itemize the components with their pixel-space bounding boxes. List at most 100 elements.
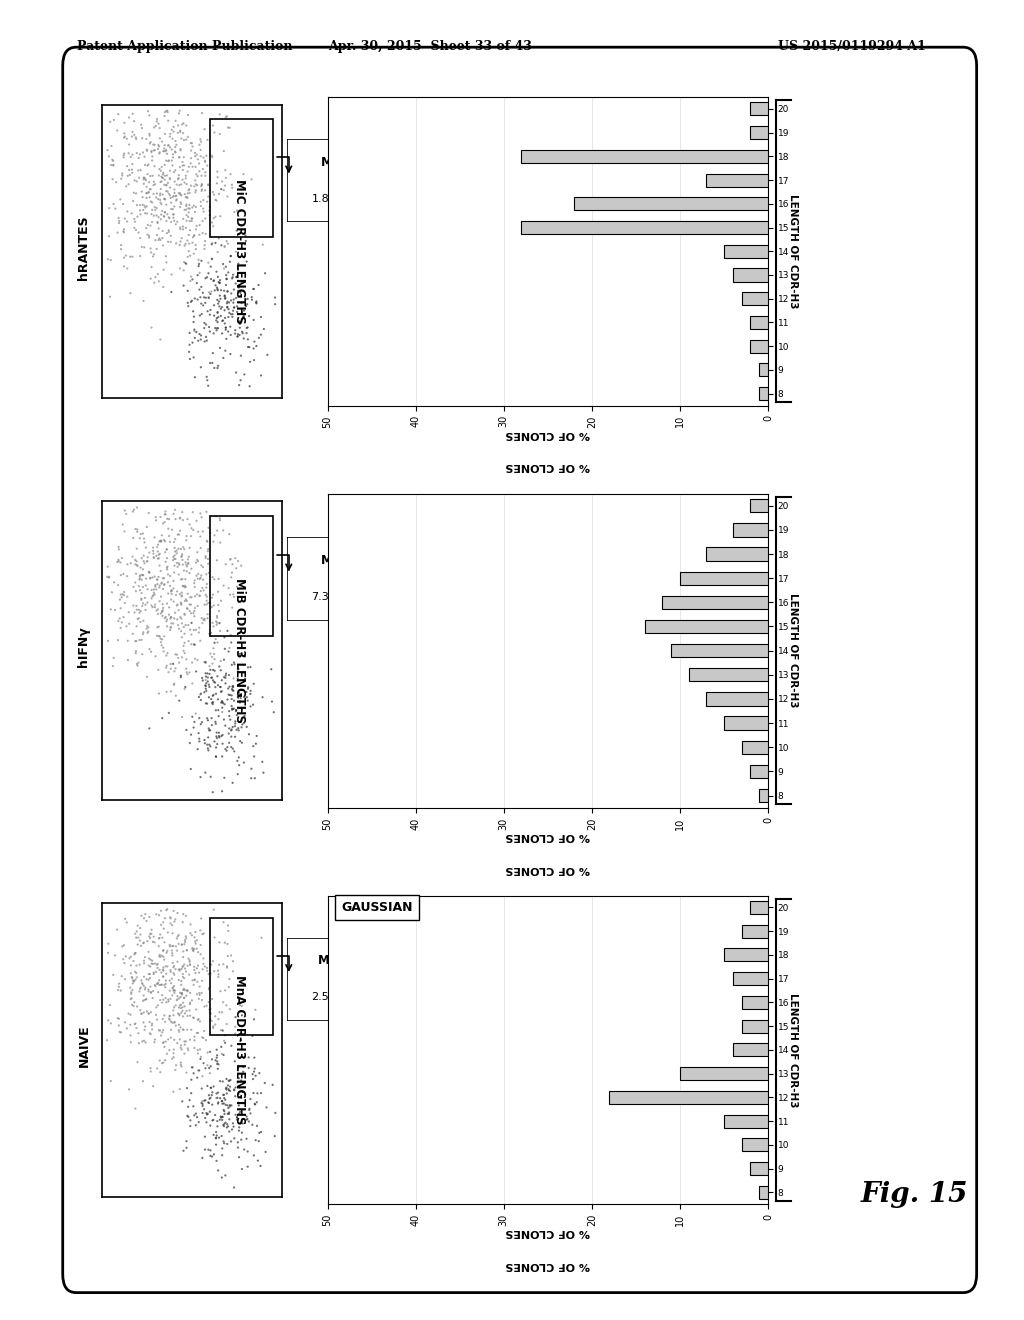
- Point: [201, 1093, 217, 1114]
- Point: [181, 234, 198, 255]
- Point: [241, 723, 257, 744]
- Point: [193, 140, 209, 161]
- Point: [138, 187, 155, 209]
- Point: [210, 318, 226, 339]
- Point: [155, 638, 171, 659]
- Point: [247, 768, 263, 789]
- Point: [232, 684, 249, 705]
- Point: [238, 231, 254, 252]
- Point: [184, 706, 201, 727]
- Point: [189, 1106, 206, 1127]
- Point: [175, 993, 191, 1014]
- Point: [194, 174, 210, 195]
- Point: [199, 1102, 215, 1123]
- Point: [178, 1138, 195, 1159]
- Point: [168, 186, 184, 207]
- Point: [202, 659, 218, 680]
- Point: [209, 1053, 225, 1074]
- Point: [176, 1031, 193, 1052]
- Point: [216, 285, 232, 306]
- Point: [209, 318, 225, 339]
- Point: [142, 956, 159, 977]
- Point: [159, 539, 175, 560]
- Point: [208, 506, 224, 527]
- Point: [198, 223, 214, 244]
- Point: [249, 726, 265, 747]
- Point: [156, 206, 172, 227]
- Point: [207, 1014, 223, 1035]
- Point: [191, 585, 208, 606]
- Point: [148, 997, 165, 1018]
- Point: [253, 306, 269, 327]
- Point: [215, 253, 231, 275]
- Point: [212, 206, 228, 227]
- Point: [219, 620, 236, 642]
- Point: [214, 692, 230, 713]
- Point: [211, 296, 227, 317]
- Point: [156, 189, 172, 210]
- Point: [117, 500, 133, 521]
- Point: [122, 977, 138, 998]
- Point: [200, 553, 216, 574]
- Point: [172, 1028, 188, 1049]
- Point: [183, 612, 200, 634]
- Point: [165, 612, 181, 634]
- Point: [151, 548, 167, 569]
- Point: [148, 601, 165, 622]
- Point: [178, 590, 195, 611]
- Point: [145, 964, 162, 985]
- Point: [215, 1131, 231, 1152]
- Point: [196, 923, 212, 944]
- Point: [204, 1110, 220, 1131]
- Point: [201, 1139, 217, 1160]
- Point: [116, 219, 132, 240]
- Point: [219, 1104, 236, 1125]
- Point: [242, 351, 258, 372]
- Point: [248, 292, 264, 313]
- Point: [176, 539, 193, 560]
- Point: [236, 752, 252, 774]
- Point: [164, 119, 180, 140]
- Point: [105, 154, 122, 176]
- Point: [224, 553, 241, 574]
- Point: [143, 642, 160, 663]
- Point: [119, 156, 135, 177]
- Point: [230, 310, 247, 331]
- Point: [174, 964, 190, 985]
- Point: [152, 1020, 168, 1041]
- Point: [132, 160, 148, 181]
- Point: [138, 568, 155, 589]
- Point: [122, 1024, 138, 1045]
- Point: [217, 1089, 233, 1110]
- Point: [178, 199, 195, 220]
- Point: [191, 618, 208, 639]
- Point: [164, 978, 180, 999]
- Point: [163, 198, 179, 219]
- Point: [230, 1092, 247, 1113]
- Point: [150, 953, 166, 974]
- Point: [136, 953, 153, 974]
- Point: [197, 119, 213, 140]
- Point: [191, 569, 208, 590]
- Point: [155, 1032, 171, 1053]
- Point: [150, 995, 166, 1016]
- Y-axis label: LENGTH OF CDR-H3: LENGTH OF CDR-H3: [788, 194, 799, 309]
- Bar: [680, 1067, 768, 1080]
- Point: [168, 214, 184, 235]
- Point: [239, 1109, 255, 1130]
- Point: [128, 615, 144, 636]
- Point: [112, 607, 128, 628]
- Point: [180, 240, 197, 261]
- Point: [210, 267, 226, 288]
- Point: [228, 557, 245, 578]
- Point: [241, 337, 257, 358]
- Point: [225, 668, 242, 689]
- Point: [220, 261, 237, 282]
- Point: [158, 956, 174, 977]
- Point: [183, 290, 200, 312]
- Point: [204, 248, 220, 269]
- Point: [210, 293, 226, 314]
- Point: [183, 1082, 200, 1104]
- Point: [189, 1067, 206, 1088]
- Point: [208, 746, 224, 767]
